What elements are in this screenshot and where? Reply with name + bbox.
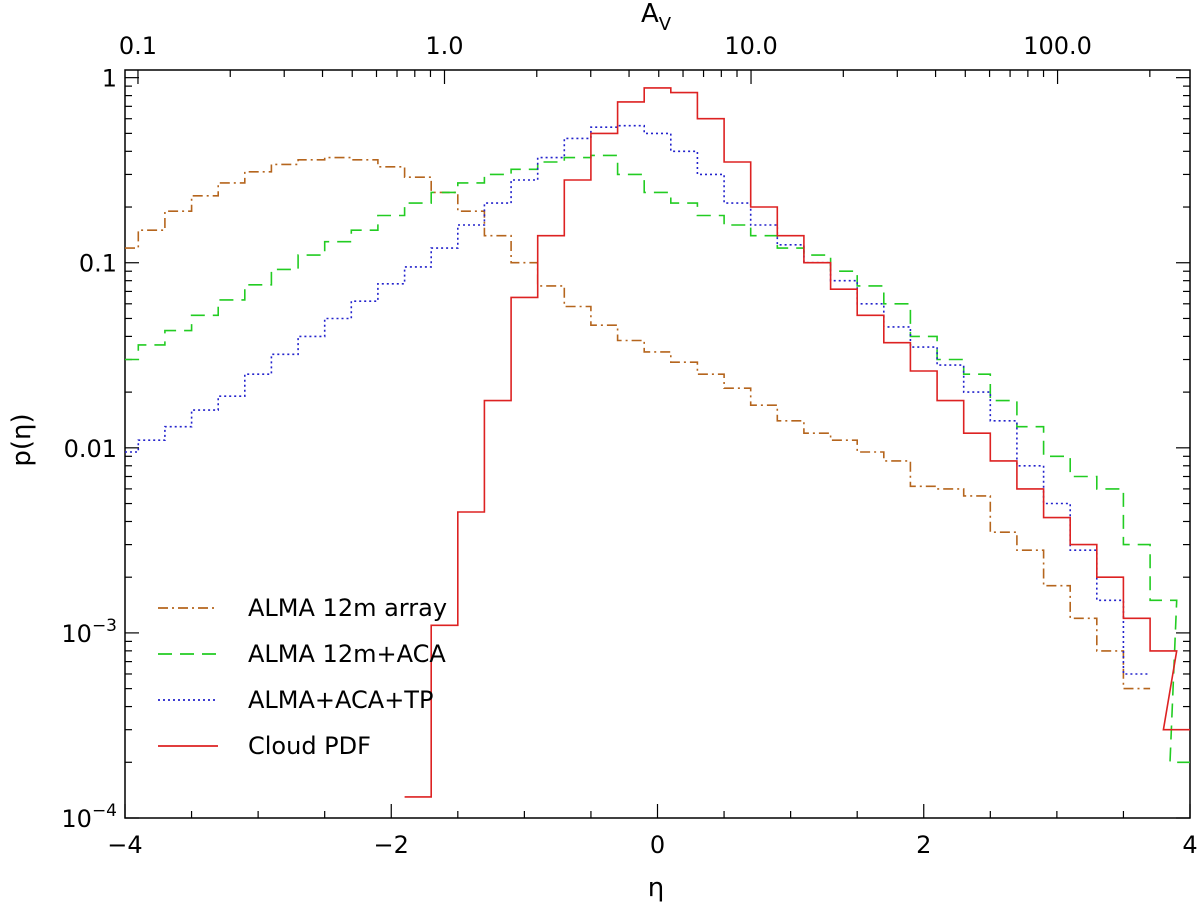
- y-tick-label: 0.1: [79, 250, 117, 278]
- x-tick-label: 0: [650, 831, 665, 859]
- y-tick-label-base: 10: [61, 620, 92, 648]
- x-tick-label: 4: [1182, 831, 1197, 859]
- top-axis-title: AV: [641, 0, 672, 35]
- x-tick-label: −2: [374, 831, 409, 859]
- y-tick-label: 10−3: [61, 616, 117, 648]
- series-line-3: [125, 124, 1151, 675]
- y-tick-label-exp: −3: [92, 616, 117, 636]
- y-axis-title: p(η): [7, 413, 37, 466]
- x-tick-label: 2: [916, 831, 931, 859]
- series-line-2: [125, 154, 1190, 764]
- series-group: [125, 87, 1190, 798]
- y-tick-label: 1: [102, 65, 117, 93]
- top-axis-title-sub: V: [659, 14, 672, 35]
- x-tick-label: −4: [107, 831, 142, 859]
- axes: −4 −2 0 2 410−410−30.010.110.1 1.0 10.0 100.0: [61, 32, 1197, 859]
- legend-label: ALMA 12m array: [248, 594, 447, 622]
- y-tick-label: 10−4: [61, 801, 117, 833]
- top-axis-title-base: A: [641, 0, 659, 29]
- top-tick-label: 0.1: [119, 32, 157, 60]
- y-tick-label: 0.01: [64, 435, 117, 463]
- legend-label: ALMA+ACA+TP: [248, 686, 433, 714]
- legend: ALMA 12m array ALMA 12m+ACA ALMA+ACA+TP Clo…: [158, 594, 447, 760]
- top-tick-label: 10.0: [724, 32, 777, 60]
- top-tick-label: 100.0: [1023, 32, 1092, 60]
- legend-label: ALMA 12m+ACA: [248, 640, 446, 668]
- series-line-4: [404, 87, 1190, 798]
- y-tick-label-exp: −4: [92, 801, 117, 821]
- legend-label: Cloud PDF: [248, 732, 371, 760]
- y-tick-label-base: 10: [61, 805, 92, 833]
- top-tick-label: 1.0: [425, 32, 463, 60]
- x-axis-title: η: [648, 873, 664, 903]
